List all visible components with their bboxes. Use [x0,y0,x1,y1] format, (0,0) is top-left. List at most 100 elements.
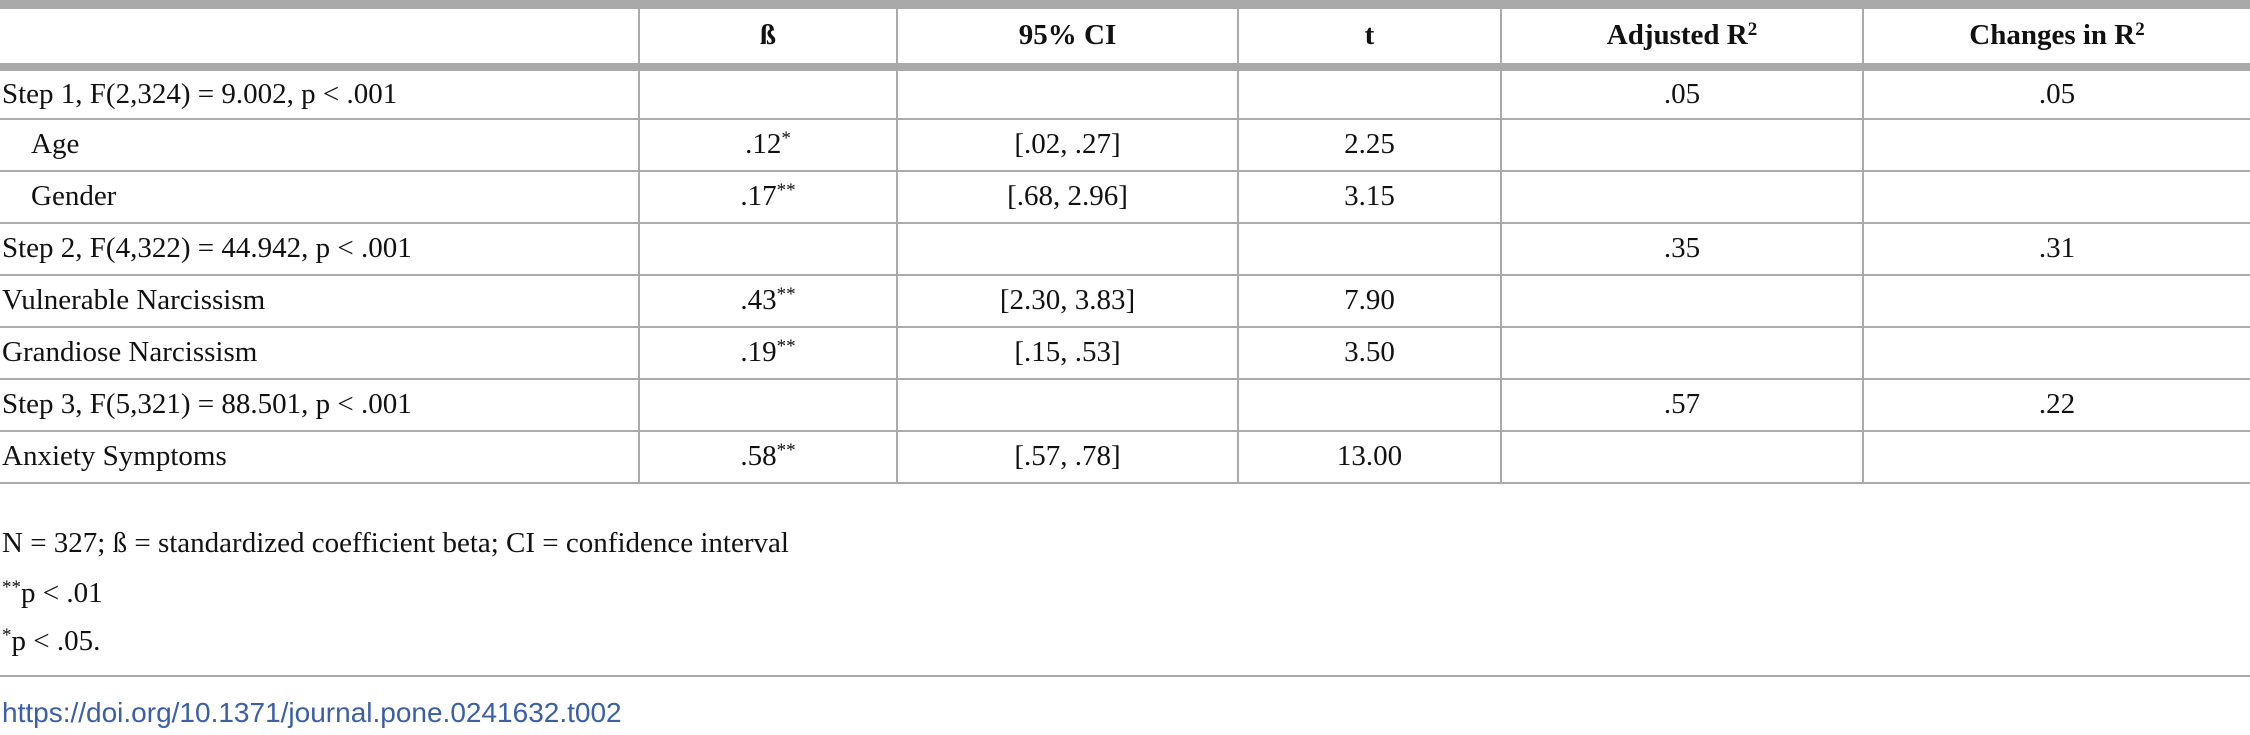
superscript: 2 [2135,19,2145,41]
cell-value: [.02, .27] [1014,128,1121,160]
ci-cell: [.57, .78] [896,430,1238,484]
label-text: Step 1, F(2,324) = 9.002, p < .001 [2,77,398,110]
cell-value: 3.50 [1344,336,1395,368]
header-cell: t [1237,0,1501,71]
header-text: ß [759,19,777,52]
significance: ** [776,440,796,461]
t-cell: 3.15 [1237,170,1501,224]
ci-cell: [2.30, 3.83] [896,274,1238,328]
note-text: p < .01 [21,577,103,609]
adj-r2-cell [1500,326,1863,380]
note: *p < .05. [2,625,100,658]
ci-cell [896,222,1238,276]
cell-value: .35 [1663,232,1701,264]
t-cell [1237,222,1501,276]
ci-cell: [.15, .53] [896,326,1238,380]
cell-value: .31 [2038,232,2076,264]
header-cell [0,0,639,71]
row-label: Step 3, F(5,321) = 88.501, p < .001 [0,378,639,432]
header-text: Changes in R [1969,19,2136,52]
table-row: Step 3, F(5,321) = 88.501, p < .001 .57 .2… [0,378,2250,432]
adj-r2-cell: .57 [1500,378,1863,432]
change-r2-cell [1862,430,2250,484]
ci-cell: [.68, 2.96] [896,170,1238,224]
row-label: Gender [0,170,639,224]
row-label: Anxiety Symptoms [0,430,639,484]
table-row: Grandiose Narcissism .19** [.15, .53] 3.50 [0,326,2250,380]
change-r2-cell [1862,118,2250,172]
table-row: Step 1, F(2,324) = 9.002, p < .001 .05 .05 [0,66,2250,120]
beta-cell: .58** [638,430,897,484]
doi-link[interactable]: https://doi.org/10.1371/journal.pone.024… [2,697,622,728]
beta-cell: .17** [638,170,897,224]
beta-cell: .19** [638,326,897,380]
cell-value: [.68, 2.96] [1007,180,1128,212]
beta-value: .43 [740,284,777,316]
adj-r2-cell [1500,274,1863,328]
significance: ** [776,336,796,357]
cell-value: [.57, .78] [1014,440,1121,472]
ci-cell [896,66,1238,120]
label-text: Age [31,128,80,160]
table-body: Step 1, F(2,324) = 9.002, p < .001 .05 .05… [0,66,2250,484]
table-row: Age .12* [.02, .27] 2.25 [0,118,2250,172]
t-cell: 3.50 [1237,326,1501,380]
adj-r2-cell: .05 [1500,66,1863,120]
note-marker: ** [2,577,21,598]
change-r2-cell [1862,274,2250,328]
table-row: Vulnerable Narcissism .43** [2.30, 3.83] 7.… [0,274,2250,328]
header-row: ß 95% CI t Adjusted R2 Changes in R2 [0,0,2250,71]
beta-cell: .12* [638,118,897,172]
row-label: Grandiose Narcissism [0,326,639,380]
note-text: N = 327; ß = standardized coefficient be… [2,527,789,559]
divider [0,675,2250,677]
t-cell [1237,66,1501,120]
superscript: 2 [1747,19,1758,41]
label-text: Vulnerable Narcissism [2,284,266,316]
adj-r2-cell [1500,118,1863,172]
header-text: 95% CI [1018,19,1117,52]
significance: ** [776,284,796,305]
header-text: Adjusted R [1606,19,1748,52]
beta-value: .19 [740,336,777,368]
change-r2-cell: .05 [1862,66,2250,120]
cell-value: [2.30, 3.83] [999,284,1136,316]
cell-value: .05 [1663,77,1701,110]
row-label: Vulnerable Narcissism [0,274,639,328]
ci-cell: [.02, .27] [896,118,1238,172]
beta-value: .12 [745,128,782,160]
label-text: Gender [31,180,117,212]
t-cell [1237,378,1501,432]
t-cell: 7.90 [1237,274,1501,328]
change-r2-cell [1862,326,2250,380]
beta-cell [638,66,897,120]
beta-value: .17 [740,180,777,212]
header-cell: 95% CI [896,0,1238,71]
header-cell: ß [638,0,897,71]
beta-cell [638,222,897,276]
cell-value: 3.15 [1344,180,1395,212]
row-label: Age [0,118,639,172]
t-cell: 2.25 [1237,118,1501,172]
cell-value: 7.90 [1344,284,1395,316]
cell-value: 13.00 [1336,440,1403,472]
note-text: p < .05. [11,625,101,657]
note-marker: * [2,625,12,646]
header-cell: Adjusted R2 [1500,0,1863,71]
label-text: Step 3, F(5,321) = 88.501, p < .001 [2,388,412,420]
cell-value: .05 [2038,77,2076,110]
change-r2-cell [1862,170,2250,224]
t-cell: 13.00 [1237,430,1501,484]
adj-r2-cell [1500,170,1863,224]
ci-cell [896,378,1238,432]
adj-r2-cell: .35 [1500,222,1863,276]
beta-cell: .43** [638,274,897,328]
cell-value: [.15, .53] [1014,336,1121,368]
note: N = 327; ß = standardized coefficient be… [2,527,789,560]
cell-value: .22 [2038,388,2076,420]
significance: * [781,128,791,149]
label-text: Grandiose Narcissism [2,336,258,368]
header-cell: Changes in R2 [1862,0,2250,71]
row-label: Step 2, F(4,322) = 44.942, p < .001 [0,222,639,276]
significance: ** [776,180,796,201]
